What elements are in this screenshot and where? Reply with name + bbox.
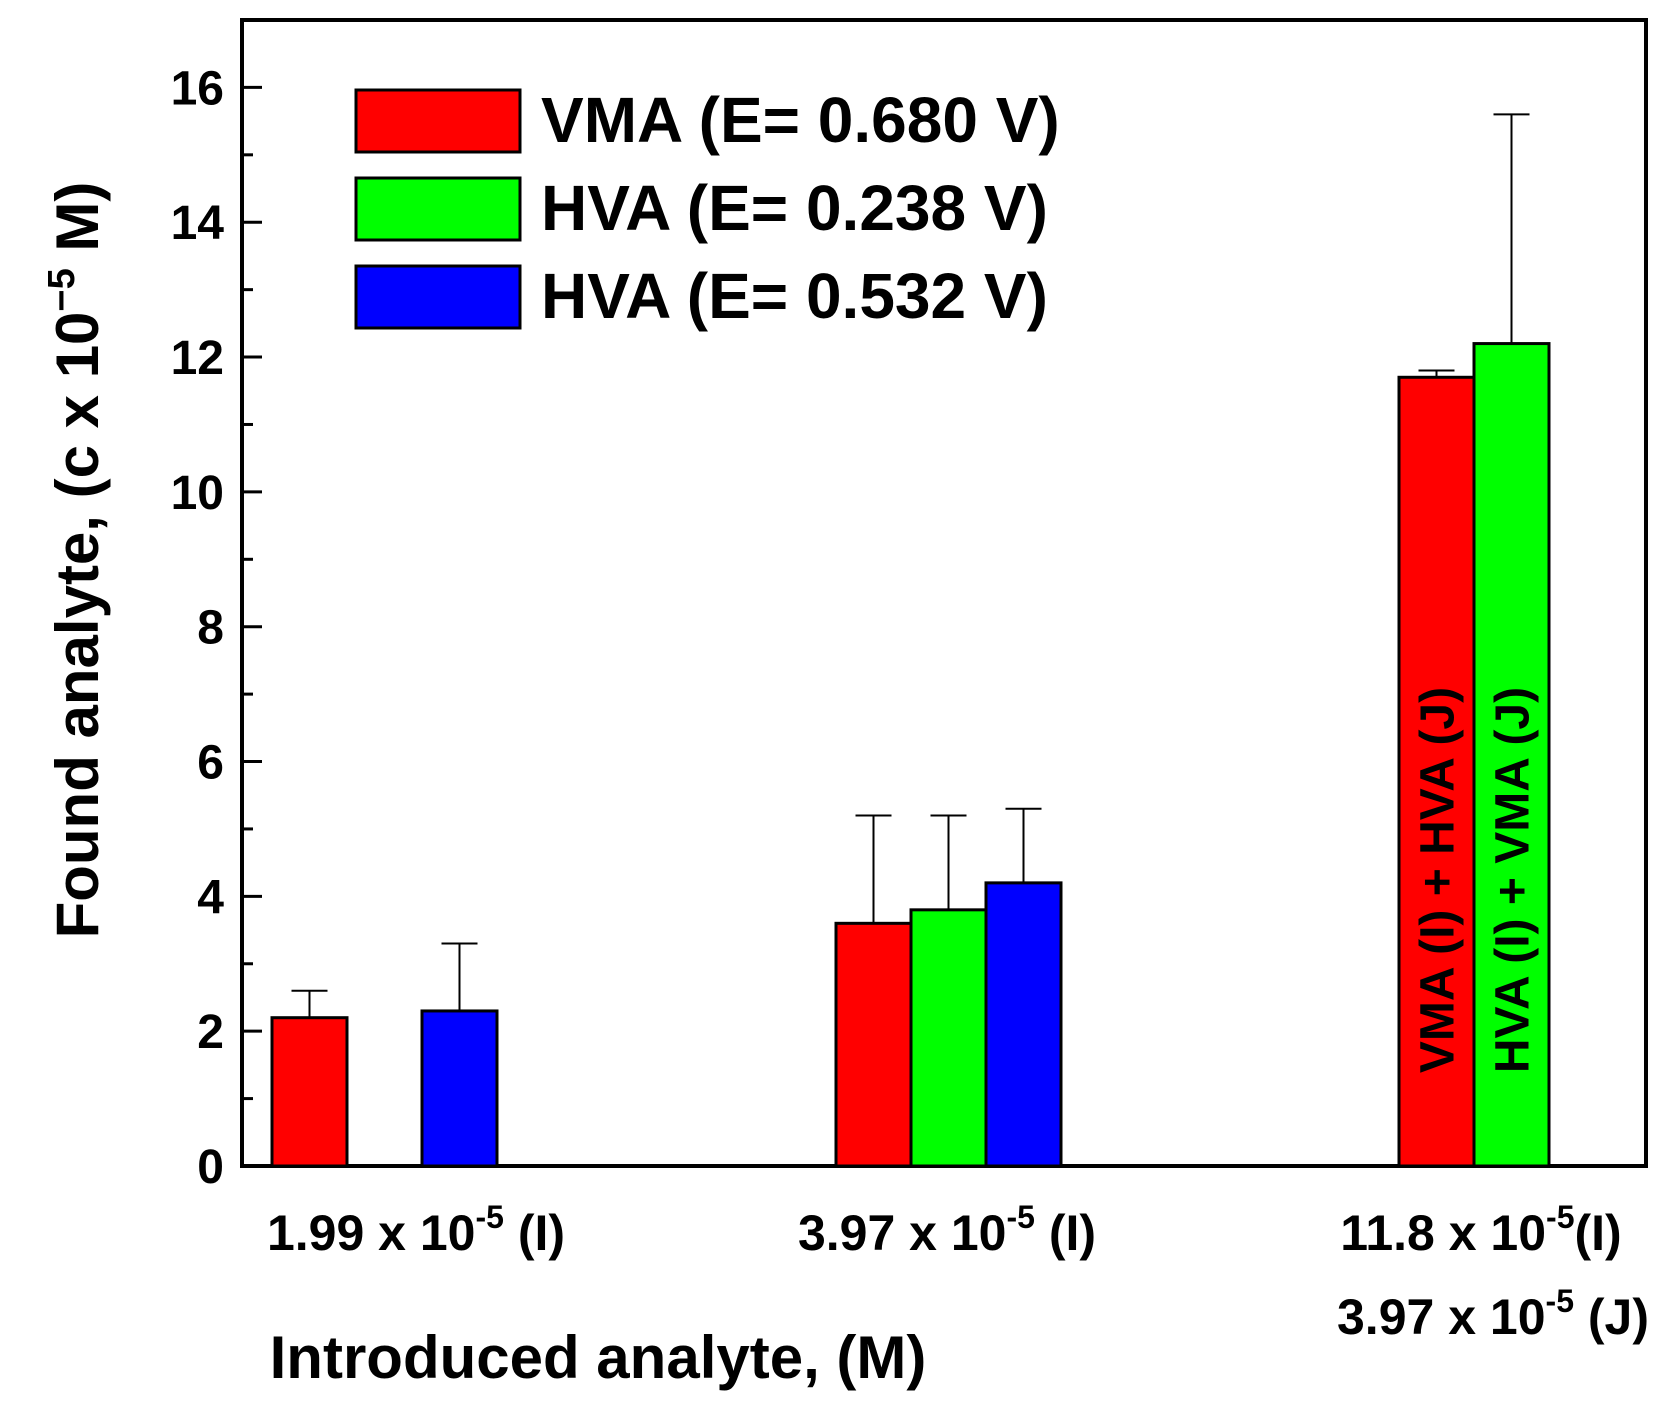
x-tick-label-base: 11.8 x 10 — [1340, 1205, 1546, 1261]
y-tick-label: 6 — [197, 737, 224, 790]
legend-swatch — [354, 264, 522, 330]
bar — [834, 921, 913, 1168]
x-tick-label-base: 1.99 x 10 — [267, 1205, 476, 1261]
y-tick-label: 12 — [171, 332, 224, 385]
x-tick-label: 3.97 x 10-5 (J) — [1337, 1283, 1649, 1345]
y-axis-title-main: Found analyte, (c x 10 — [44, 312, 111, 939]
x-tick-label: 11.8 x 10-5(I) — [1340, 1199, 1621, 1261]
x-axis-title: Introduced analyte, (M) — [270, 1324, 927, 1391]
x-tick-label: 3.97 x 10-5 (I) — [798, 1199, 1096, 1261]
y-tick-label: 2 — [197, 1006, 224, 1059]
bar — [984, 881, 1063, 1168]
bar-annotation: HVA (I) + VMA (J) — [1487, 687, 1540, 1073]
x-tick-label-exponent: -5 — [1546, 1199, 1574, 1235]
y-axis: 0 2 4 6 8 10 12 14 16 — [171, 62, 262, 1194]
y-tick-label: 16 — [171, 62, 224, 115]
y-axis-title-exponent: −5 — [41, 268, 83, 311]
x-tick-label-base: 3.97 x 10 — [798, 1205, 1007, 1261]
y-tick-label: 10 — [171, 467, 224, 520]
legend-label: VMA (E= 0.680 V) — [541, 84, 1060, 156]
legend-swatch — [354, 88, 522, 154]
bar — [420, 1009, 499, 1168]
y-tick-label: 8 — [197, 602, 224, 655]
y-tick-label: 4 — [197, 871, 224, 924]
y-tick-label: 0 — [197, 1141, 224, 1194]
legend: VMA (E= 0.680 V) HVA (E= 0.238 V) HVA (E= … — [354, 84, 1060, 332]
x-tick-label-base: 3.97 x 10 — [1337, 1289, 1546, 1345]
bar-annotation: VMA (I) + HVA (J) — [1412, 687, 1465, 1073]
y-axis-title: Found analyte, (c x 10−5 M) — [41, 182, 111, 939]
bars: VMA (I) + HVA (J) HVA (I) + VMA (J) — [270, 113, 1551, 1168]
y-axis-title-unit: M) — [44, 182, 111, 269]
x-tick-label-exponent: -5 — [475, 1199, 503, 1235]
legend-swatch — [354, 176, 522, 242]
bar — [909, 908, 988, 1168]
x-tick-label: 1.99 x 10-5 (I) — [267, 1199, 565, 1261]
bar — [270, 1016, 349, 1168]
x-tick-label-exponent: -5 — [1006, 1199, 1034, 1235]
legend-label: HVA (E= 0.532 V) — [541, 260, 1048, 332]
x-tick-label-suffix: (I) — [504, 1205, 565, 1261]
y-tick-label: 14 — [171, 197, 225, 250]
x-axis: 1.99 x 10-5 (I) 3.97 x 10-5 (I) 11.8 x 10-… — [267, 1199, 1649, 1345]
x-tick-label-suffix: (I) — [1035, 1205, 1096, 1261]
x-tick-label-exponent: -5 — [1546, 1283, 1574, 1319]
x-tick-label-suffix: (I) — [1575, 1205, 1622, 1261]
legend-label: HVA (E= 0.238 V) — [541, 172, 1048, 244]
x-tick-label-suffix: (J) — [1574, 1289, 1649, 1345]
